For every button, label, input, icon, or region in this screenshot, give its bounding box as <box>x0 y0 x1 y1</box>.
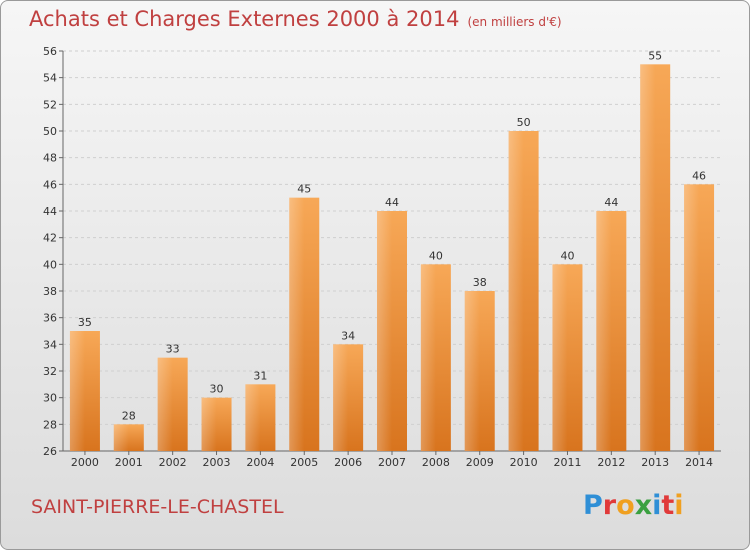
x-tick-label: 2009 <box>466 456 494 469</box>
x-tick-label: 2002 <box>159 456 187 469</box>
logo-letter: i <box>652 490 662 521</box>
city-name: SAINT-PIERRE-LE-CHASTEL <box>31 496 284 518</box>
x-tick-label: 2001 <box>115 456 143 469</box>
y-tick-label: 50 <box>43 125 57 138</box>
x-tick-label: 2005 <box>290 456 318 469</box>
y-tick-label: 30 <box>43 392 57 405</box>
y-tick-label: 48 <box>43 152 57 165</box>
bar-highlight <box>420 264 436 451</box>
x-tick-label: 2012 <box>597 456 625 469</box>
y-tick-label: 32 <box>43 365 57 378</box>
value-label: 44 <box>385 196 399 209</box>
x-tick-label: 2013 <box>641 456 669 469</box>
x-tick-label: 2006 <box>334 456 362 469</box>
bar-highlight <box>113 424 129 451</box>
x-tick-label: 2011 <box>553 456 581 469</box>
y-tick-label: 46 <box>43 178 57 191</box>
bar-highlight <box>596 211 612 451</box>
bar-highlight <box>289 197 305 451</box>
logo-letter: i <box>674 490 684 521</box>
bar-highlight <box>377 211 392 451</box>
x-tick-label: 2000 <box>71 456 99 469</box>
logo-letter: r <box>602 490 617 521</box>
y-tick-label: 52 <box>43 98 57 111</box>
chart-title: Achats et Charges Externes 2000 à 2014 (e… <box>29 7 562 31</box>
value-label: 28 <box>122 409 136 422</box>
bar-highlight <box>157 357 173 451</box>
value-label: 44 <box>604 196 618 209</box>
logo-letter: o <box>616 490 635 521</box>
x-tick-label: 2003 <box>203 456 231 469</box>
value-label: 35 <box>78 316 92 329</box>
value-label: 33 <box>166 343 180 356</box>
logo-letter: t <box>661 490 675 521</box>
bar-highlight <box>201 397 217 451</box>
value-label: 45 <box>297 183 311 196</box>
bar-highlight <box>684 184 700 452</box>
y-tick-label: 42 <box>43 232 57 245</box>
bar-highlight <box>552 264 568 451</box>
x-tick-label: 2004 <box>246 456 274 469</box>
value-label: 31 <box>253 369 267 382</box>
bar-highlight <box>508 131 524 451</box>
y-tick-label: 56 <box>43 45 57 58</box>
bars <box>69 64 715 452</box>
bar-highlight <box>640 64 656 452</box>
y-tick-label: 44 <box>43 205 57 218</box>
bar-highlight <box>245 384 261 451</box>
x-tick-label: 2014 <box>685 456 713 469</box>
value-label: 46 <box>692 169 706 182</box>
y-tick-label: 38 <box>43 285 57 298</box>
x-tick-label: 2007 <box>378 456 406 469</box>
y-tick-label: 28 <box>43 418 57 431</box>
value-label: 38 <box>473 276 487 289</box>
value-label: 50 <box>517 116 531 129</box>
labels: 2000 35 2001 28 2002 33 2003 30 2004 31 2005 45 2006… <box>71 49 713 469</box>
value-label: 40 <box>560 249 574 262</box>
y-tick-label: 26 <box>43 445 57 458</box>
value-label: 55 <box>648 49 662 62</box>
chart-subtitle: (en milliers d'€) <box>467 15 562 29</box>
y-tick-label: 40 <box>43 258 57 271</box>
y-tick-label: 34 <box>43 338 57 351</box>
x-tick-label: 2008 <box>422 456 450 469</box>
y-tick-label: 54 <box>43 72 57 85</box>
logo-letter: P <box>583 490 603 521</box>
value-label: 30 <box>210 383 224 396</box>
value-label: 34 <box>341 329 355 342</box>
y-tick-label: 36 <box>43 312 57 325</box>
logo-letter: x <box>634 490 653 521</box>
bar-highlight <box>333 344 349 451</box>
title-text: Achats et Charges Externes 2000 à 2014 <box>29 7 460 31</box>
x-tick-label: 2010 <box>510 456 538 469</box>
bar-highlight <box>69 331 85 451</box>
bar-highlight <box>464 291 480 451</box>
value-label: 40 <box>429 249 443 262</box>
proxiti-logo: Proxiti <box>583 490 684 521</box>
